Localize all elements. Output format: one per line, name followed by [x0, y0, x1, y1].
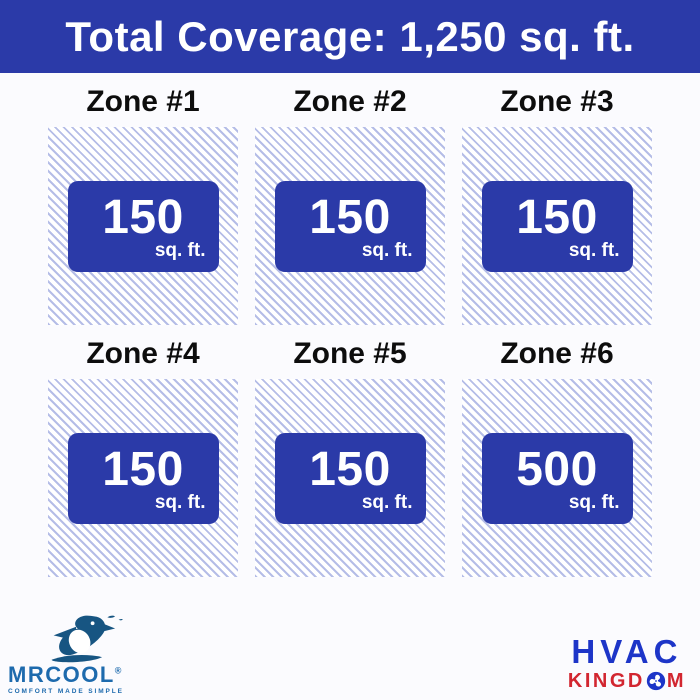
- coverage-unit: sq. ft.: [361, 491, 413, 513]
- total-coverage-title: Total Coverage: 1,250 sq. ft.: [65, 12, 635, 60]
- coverage-value: 150: [309, 190, 391, 244]
- coverage-unit: sq. ft.: [361, 239, 413, 261]
- footer: MRCOOL® COMFORT MADE SIMPLE HVAC KINGD M: [8, 612, 686, 695]
- mrcool-logo: MRCOOL® COMFORT MADE SIMPLE: [8, 612, 153, 695]
- zone-title: Zone #1: [86, 85, 200, 118]
- zone-card-5: Zone #5 150 sq. ft.: [255, 337, 445, 577]
- zone-card-6: Zone #6 500 sq. ft.: [462, 337, 652, 577]
- hvac-kingdom-logo: HVAC KINGD M: [568, 635, 686, 695]
- zone-coverage-area: 500 sq. ft.: [462, 379, 652, 577]
- kingdom-left-text: KINGD: [567, 670, 645, 692]
- mrcool-penguin-icon: [51, 615, 123, 663]
- coverage-badge: 150 sq. ft.: [274, 180, 426, 272]
- zone-title: Zone #2: [293, 85, 407, 118]
- mrcool-tagline: COMFORT MADE SIMPLE: [8, 688, 124, 695]
- zone-card-4: Zone #4 150 sq. ft.: [48, 337, 238, 577]
- total-coverage-banner: Total Coverage: 1,250 sq. ft.: [0, 0, 700, 73]
- zone-title: Zone #3: [500, 85, 614, 118]
- coverage-unit: sq. ft.: [154, 239, 206, 261]
- zone-coverage-area: 150 sq. ft.: [255, 127, 445, 325]
- kingdom-wordmark: KINGD M: [568, 671, 686, 691]
- coverage-unit: sq. ft.: [568, 491, 620, 513]
- zone-card-2: Zone #2 150 sq. ft.: [255, 85, 445, 325]
- zone-coverage-area: 150 sq. ft.: [48, 379, 238, 577]
- coverage-badge: 500 sq. ft.: [481, 432, 633, 524]
- coverage-value: 150: [102, 190, 184, 244]
- zone-title: Zone #6: [500, 337, 614, 370]
- mrcool-name: MRCOOL: [8, 662, 115, 687]
- hvac-wordmark: HVAC: [571, 633, 683, 670]
- coverage-value: 150: [102, 442, 184, 496]
- coverage-badge: 150 sq. ft.: [481, 180, 633, 272]
- kingdom-right-text: M: [666, 670, 686, 692]
- coverage-unit: sq. ft.: [568, 239, 620, 261]
- zone-row-1: Zone #1 150 sq. ft. Zone #2 150 sq. ft.: [48, 85, 652, 325]
- coverage-badge: 150 sq. ft.: [67, 432, 219, 524]
- zone-coverage-area: 150 sq. ft.: [48, 127, 238, 325]
- fan-icon: [646, 671, 665, 691]
- coverage-badge: 150 sq. ft.: [274, 432, 426, 524]
- zone-coverage-area: 150 sq. ft.: [255, 379, 445, 577]
- zone-coverage-area: 150 sq. ft.: [462, 127, 652, 325]
- coverage-value: 500: [516, 442, 598, 496]
- zone-title: Zone #5: [293, 337, 407, 370]
- zone-grid: Zone #1 150 sq. ft. Zone #2 150 sq. ft.: [0, 85, 700, 577]
- mrcool-wordmark: MRCOOL®: [8, 664, 153, 686]
- zone-row-2: Zone #4 150 sq. ft. Zone #5 150 sq. ft.: [48, 337, 652, 577]
- coverage-value: 150: [309, 442, 391, 496]
- registered-mark: ®: [114, 665, 123, 676]
- zone-card-3: Zone #3 150 sq. ft.: [462, 85, 652, 325]
- zone-title: Zone #4: [86, 337, 200, 370]
- coverage-unit: sq. ft.: [154, 491, 206, 513]
- zone-card-1: Zone #1 150 sq. ft.: [48, 85, 238, 325]
- coverage-badge: 150 sq. ft.: [67, 180, 219, 272]
- coverage-value: 150: [516, 190, 598, 244]
